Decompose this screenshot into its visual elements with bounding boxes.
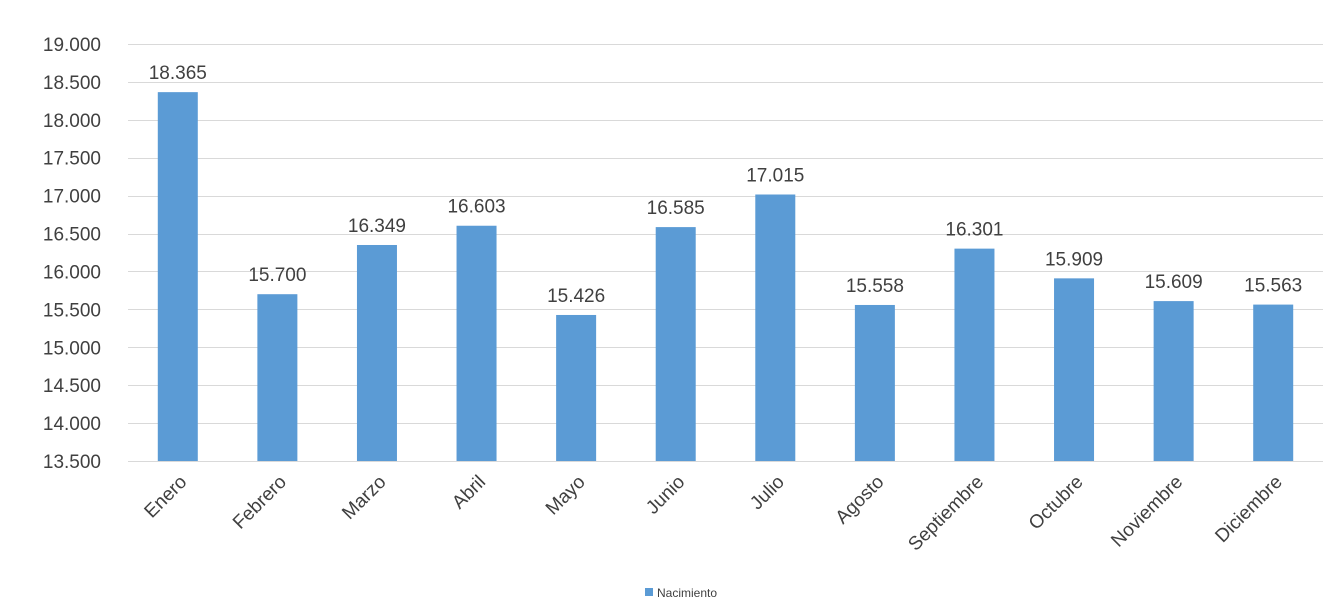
data-label: 16.301 — [945, 220, 1003, 241]
y-tick-label: 13.500 — [43, 452, 101, 473]
data-label: 16.603 — [447, 197, 505, 218]
bar-noviembre — [1153, 301, 1194, 461]
x-tick-label: Octubre — [1025, 472, 1088, 535]
y-tick-label: 16.500 — [43, 225, 101, 246]
y-tick-label: 15.500 — [43, 300, 101, 321]
data-label: 16.585 — [647, 198, 705, 219]
data-label: 18.365 — [149, 63, 207, 84]
data-label: 16.349 — [348, 216, 406, 237]
y-tick-label: 15.000 — [43, 338, 101, 359]
x-tick-label: Noviembre — [1107, 472, 1187, 552]
x-tick-label: Febrero — [229, 472, 291, 534]
y-tick-label: 14.500 — [43, 376, 101, 397]
y-tick-label: 16.000 — [43, 262, 101, 283]
bar-abril — [456, 225, 497, 461]
legend: Nacimiento — [645, 586, 717, 600]
bars — [157, 92, 1294, 462]
data-label: 17.015 — [746, 165, 804, 186]
x-tick-label: Agosto — [832, 472, 889, 529]
data-label: 15.700 — [248, 265, 306, 286]
bar-marzo — [356, 244, 397, 461]
y-tick-label: 18.000 — [43, 111, 101, 132]
legend-label: Nacimiento — [657, 586, 717, 600]
data-label: 15.426 — [547, 286, 605, 307]
data-labels: 18.365 15.700 16.349 16.603 15.426 16.585 17.0… — [149, 63, 1303, 307]
data-label: 15.563 — [1244, 276, 1302, 297]
y-tick-label: 14.000 — [43, 414, 101, 435]
data-label: 15.558 — [846, 276, 904, 297]
x-tick-label: Septiembre — [904, 472, 988, 556]
legend-swatch — [645, 588, 653, 596]
bar-diciembre — [1253, 304, 1294, 461]
data-label: 15.609 — [1145, 272, 1203, 293]
bar-junio — [655, 227, 696, 461]
bar-septiembre — [954, 248, 995, 461]
x-tick-label: Marzo — [338, 472, 390, 524]
y-axis-ticks: 13.500 14.000 14.500 15.000 15.500 16.000 16.5… — [43, 35, 101, 473]
y-tick-label: 19.000 — [43, 35, 101, 56]
bar-enero — [157, 92, 198, 462]
bar-octubre — [1054, 278, 1095, 461]
x-tick-label: Enero — [141, 472, 192, 523]
data-label: 15.909 — [1045, 249, 1103, 270]
bar-julio — [755, 194, 796, 461]
bar-mayo — [556, 314, 597, 461]
y-tick-label: 17.500 — [43, 149, 101, 170]
bar-febrero — [257, 294, 298, 461]
x-tick-label: Diciembre — [1211, 472, 1286, 547]
y-tick-label: 18.500 — [43, 73, 101, 94]
x-tick-label: Abril — [448, 472, 490, 514]
y-tick-label: 17.000 — [43, 187, 101, 208]
gridlines — [128, 44, 1323, 462]
x-tick-label: Mayo — [542, 472, 590, 520]
x-tick-label: Junio — [642, 472, 689, 519]
x-tick-label: Julio — [746, 472, 788, 514]
x-axis-ticks: Enero Febrero Marzo Abril Mayo Junio Julio Agos… — [141, 472, 1287, 556]
bar-agosto — [854, 304, 895, 461]
